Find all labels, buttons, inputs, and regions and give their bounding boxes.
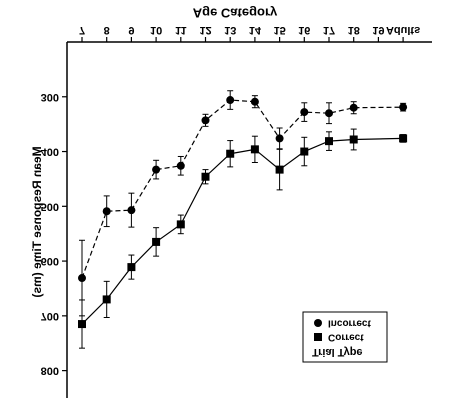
marker bbox=[399, 134, 408, 143]
x-tick-label: 19 bbox=[372, 24, 384, 36]
x-tick-label: 12 bbox=[199, 24, 211, 36]
marker bbox=[102, 295, 111, 304]
legend-marker bbox=[314, 333, 322, 341]
y-tick-label: 600 bbox=[41, 255, 59, 267]
marker bbox=[275, 134, 284, 143]
x-tick-label: 7 bbox=[79, 24, 85, 36]
series-line bbox=[81, 137, 404, 325]
y-tick-label: 500 bbox=[41, 200, 59, 212]
marker bbox=[226, 96, 235, 105]
marker bbox=[250, 145, 259, 154]
marker bbox=[201, 116, 210, 125]
marker bbox=[78, 274, 86, 283]
marker bbox=[226, 149, 235, 158]
marker bbox=[78, 320, 86, 329]
x-tick-label: 17 bbox=[323, 24, 335, 36]
legend-title: Trial Type bbox=[312, 346, 363, 358]
legend-label: Incorrect bbox=[328, 317, 371, 328]
x-tick-label: 11 bbox=[175, 24, 187, 36]
marker bbox=[152, 237, 161, 246]
marker bbox=[176, 220, 185, 229]
y-tick-label: 300 bbox=[41, 91, 59, 103]
y-tick-label: 700 bbox=[41, 310, 59, 322]
y-axis-label: Mean Response Time (ms) bbox=[30, 146, 44, 297]
y-tick-label: 400 bbox=[41, 146, 59, 158]
x-tick-label: 13 bbox=[224, 24, 236, 36]
legend-label: Correct bbox=[328, 331, 364, 342]
x-tick-label: 14 bbox=[249, 24, 262, 36]
marker bbox=[325, 137, 333, 146]
marker bbox=[300, 108, 309, 117]
marker bbox=[300, 147, 309, 156]
title: Age Category bbox=[193, 6, 278, 21]
marker bbox=[325, 109, 333, 118]
marker bbox=[349, 103, 358, 112]
x-tick-label: 15 bbox=[273, 24, 285, 36]
marker bbox=[176, 161, 185, 170]
x-tick-label: 16 bbox=[298, 24, 310, 36]
marker bbox=[152, 165, 161, 174]
marker bbox=[201, 172, 210, 181]
marker bbox=[349, 135, 358, 144]
legend-marker bbox=[314, 319, 322, 327]
x-tick-label: 18 bbox=[348, 24, 360, 36]
series-line bbox=[81, 99, 404, 279]
marker bbox=[275, 165, 284, 174]
marker bbox=[127, 206, 136, 215]
marker bbox=[102, 207, 111, 216]
x-tick-label: 9 bbox=[128, 24, 134, 36]
marker bbox=[250, 97, 259, 106]
x-tick-label: 8 bbox=[104, 24, 110, 36]
marker bbox=[127, 263, 136, 272]
marker bbox=[399, 103, 408, 112]
y-tick-label: 800 bbox=[41, 365, 59, 377]
x-tick-label: Adults bbox=[386, 24, 420, 36]
x-tick-label: 10 bbox=[150, 24, 162, 36]
